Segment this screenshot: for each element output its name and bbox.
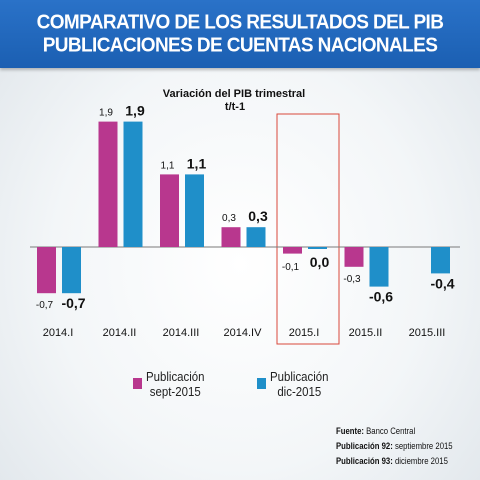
source-pub93: Publicación 93: diciembre 2015 [336,454,456,469]
legend-sept-line2: sept-2015 [149,384,201,399]
value-label-dic-2014.I: -0,7 [61,295,85,311]
category-label-2014.I: 2014.I [43,327,74,339]
value-label-dic-2015.II: -0,6 [369,289,393,305]
value-label-dic-2014.II: 1,9 [125,103,145,119]
bar-sept-2014.III [160,174,179,247]
source-pub93-value: diciembre 2015 [394,456,448,466]
category-label-2014.II: 2014.II [103,327,137,339]
value-label-sept-2014.II: 1,9 [99,108,113,119]
source-block: Fuente: Banco Central Publicación 92: se… [336,424,456,469]
bar-dic-2014.I [62,247,81,294]
chart-title: Variación del PIB trimestral [163,88,305,100]
header-banner: COMPARATIVO DE LOS RESULTADOS DEL PIB PU… [0,0,480,68]
value-label-sept-2015.II: -0,3 [343,274,361,285]
bar-dic-2015.II [369,247,389,287]
bar-dic-2014.III [185,174,204,247]
legend-sept: Publicación sept-2015 [133,369,213,399]
source-pub93-label: Publicación 93: [336,456,393,466]
bar-dic-2015.III [431,247,450,274]
highlight-box [276,113,340,345]
value-label-sept-2014.III: 1,1 [161,160,175,171]
header-title-line2: PUBLICACIONES DE CUENTAS NACIONALES [42,34,438,57]
header-title-line1: COMPARATIVO DE LOS RESULTADOS DEL PIB [36,11,444,34]
source-pub92-label: Publicación 92: [336,441,393,451]
source-pub92: Publicación 92: septiembre 2015 [336,439,456,454]
chart-subtitle: t/t-1 [225,101,245,113]
source-fuente: Fuente: Banco Central [336,424,456,439]
legend-dic-swatch [257,378,266,389]
legend-dic-line1: Publicación [270,369,329,384]
bar-sept-2014.II [98,121,118,247]
value-label-dic-2014.III: 1,1 [187,155,207,171]
legend-sept-line1: Publicación [146,369,205,384]
legend-sept-swatch [133,378,142,389]
category-label-2014.III: 2014.III [163,327,200,339]
legend-dic: Publicación dic-2015 [257,369,337,399]
bar-sept-2015.II [344,247,364,267]
value-label-sept-2014.IV: 0,3 [222,213,236,224]
value-label-sept-2015.I: -0,1 [282,262,300,273]
value-label-sept-2014.I: -0,7 [36,300,54,311]
bar-sept-2014.I [37,247,56,294]
value-label-dic-2014.IV: 0,3 [248,208,268,224]
legend-dic-line2: dic-2015 [277,384,322,399]
value-label-dic-2015.I: 0,0 [310,254,330,270]
category-label-2015.III: 2015.III [409,327,446,339]
category-label-2015.I: 2015.I [289,327,320,339]
category-label-2014.IV: 2014.IV [224,327,263,339]
source-fuente-label: Fuente: [336,426,364,436]
bar-sept-2014.IV [221,227,241,247]
bar-dic-2015.I [308,247,327,249]
source-pub92-value: septiembre 2015 [394,441,453,451]
category-label-2015.II: 2015.II [349,327,383,339]
value-label-dic-2015.III: -0,4 [430,275,454,291]
bar-dic-2014.IV [246,227,266,247]
source-fuente-value: Banco Central [366,426,416,436]
bar-sept-2015.I [283,247,302,254]
bar-dic-2014.II [123,121,143,247]
